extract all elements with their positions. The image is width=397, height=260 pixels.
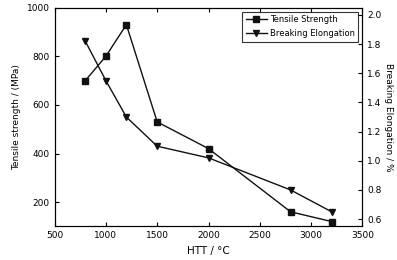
Tensile Strength [155,120,160,124]
Tensile Strength [329,220,334,223]
Breaking Elongation [288,188,293,192]
Breaking Elongation [155,145,160,148]
Breaking Elongation [83,40,88,43]
Tensile Strength [288,210,293,213]
Tensile Strength [104,55,108,58]
Y-axis label: Breaking Elongation / %: Breaking Elongation / % [384,63,393,171]
Breaking Elongation [206,156,211,159]
Breaking Elongation [124,115,129,119]
Breaking Elongation [104,79,108,82]
Line: Tensile Strength: Tensile Strength [83,22,334,224]
Tensile Strength [83,79,88,82]
Y-axis label: Tensile strength / (MPa): Tensile strength / (MPa) [12,64,21,170]
Legend: Tensile Strength, Breaking Elongation: Tensile Strength, Breaking Elongation [243,12,358,42]
Line: Breaking Elongation: Breaking Elongation [83,38,334,214]
Tensile Strength [206,147,211,150]
X-axis label: HTT / °C: HTT / °C [187,246,230,256]
Tensile Strength [124,23,129,26]
Breaking Elongation [329,210,334,213]
